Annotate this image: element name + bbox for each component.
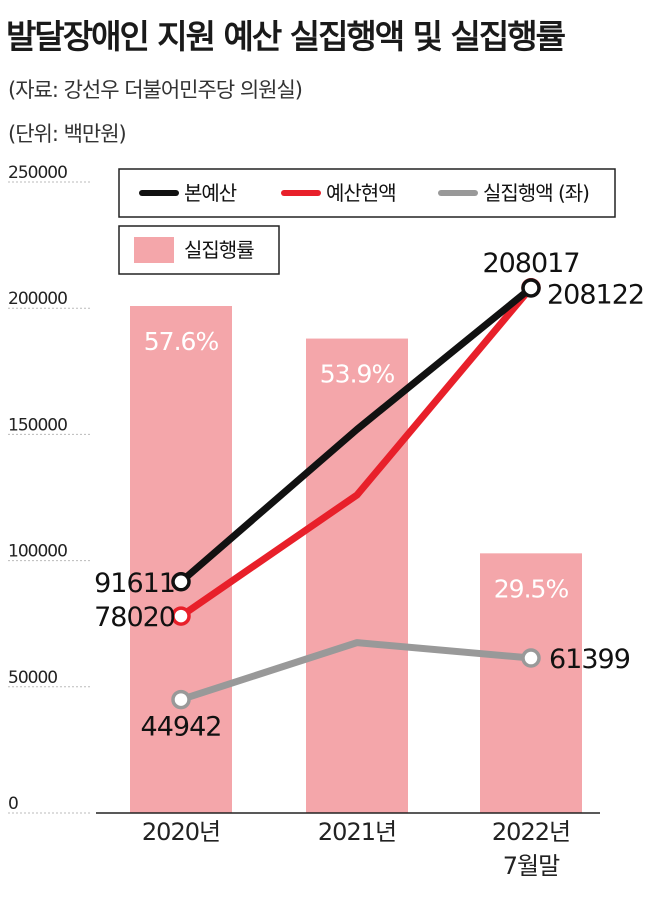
rate-bar-label: 57.6% [144, 327, 219, 356]
series-point [521, 648, 541, 668]
x-tick-label: 7월말 [503, 852, 560, 880]
legend-label: 실집행률 [184, 238, 254, 262]
series-line [177, 284, 535, 586]
rate-bar-label: 29.5% [494, 574, 569, 603]
data-label: 208017 [482, 248, 579, 279]
legend-label: 실집행액 (좌) [483, 181, 589, 205]
y-tick-label: 0 [8, 794, 18, 814]
data-label: 44942 [141, 712, 222, 743]
legend-label: 본예산 [184, 181, 237, 205]
data-label: 61399 [549, 644, 630, 675]
series-line [177, 639, 535, 704]
rate-bar [306, 338, 408, 813]
chart-title: 발달장애인 지원 예산 실집행액 및 실집행률 [6, 17, 566, 56]
legend-label: 예산현액 [326, 181, 396, 205]
x-tick-label: 2022년 [492, 818, 570, 846]
y-tick-label: 50000 [8, 668, 57, 688]
data-label: 208122 [547, 280, 644, 311]
series-point [171, 572, 191, 592]
legend-box [118, 168, 616, 218]
unit-note: (단위: 백만원) [8, 122, 127, 146]
x-tick-label: 2021년 [318, 818, 396, 846]
rate-bar-label: 53.9% [320, 360, 395, 389]
data-label: 91611 [94, 568, 175, 599]
series-point [171, 606, 191, 626]
series-line [177, 284, 535, 620]
y-tick-label: 250000 [8, 163, 67, 183]
y-tick-label: 150000 [8, 415, 67, 435]
y-tick-label: 200000 [8, 289, 67, 309]
legend-swatch [134, 237, 174, 263]
rate-bar [480, 553, 582, 813]
y-tick-label: 100000 [8, 542, 67, 562]
series-point [171, 689, 191, 710]
series-point [521, 278, 541, 298]
legend-box-bar [118, 225, 280, 275]
rate-bar [130, 306, 232, 813]
source-note: (자료: 강선우 더불어민주당 의원실) [8, 78, 303, 102]
x-tick-label: 2020년 [142, 818, 220, 846]
data-label: 78020 [94, 602, 175, 633]
